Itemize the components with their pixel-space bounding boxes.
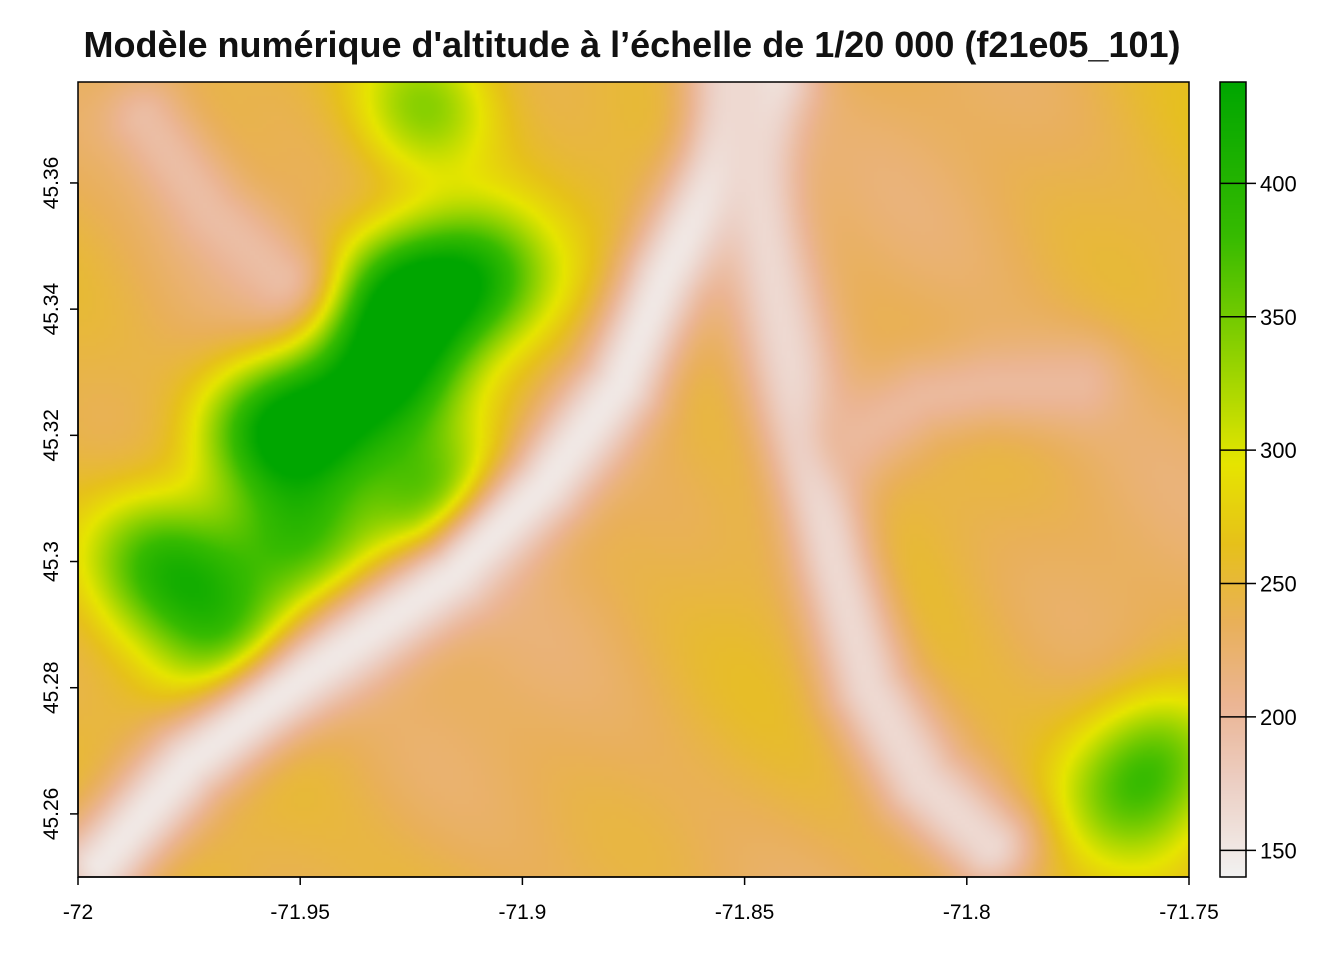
x-tick-label: -71.8 [943, 901, 991, 924]
raster-area [77, 81, 1190, 878]
x-tick-label: -71.9 [498, 901, 546, 924]
x-tick-label: -71.95 [270, 901, 330, 924]
y-tick-label: 45.32 [40, 409, 63, 462]
legend-tick-label: 150 [1260, 838, 1297, 863]
y-tick-label: 45.36 [40, 157, 63, 210]
map-title: Modèle numérique d'altitude à l’échelle … [83, 24, 1181, 65]
legend-frame [1219, 81, 1247, 878]
y-axis: 45.26 45.28 45.3 45.32 45.34 45.36 [40, 157, 79, 841]
legend-tick-label: 400 [1260, 171, 1297, 196]
legend-tick-label: 350 [1260, 305, 1297, 330]
y-tick-label: 45.34 [40, 283, 63, 336]
x-tick-label: -71.75 [1159, 901, 1219, 924]
x-tick-label: -72 [63, 901, 93, 924]
legend-color-ramp [1220, 82, 1246, 877]
elevation-raster [78, 82, 1189, 877]
y-tick-label: 45.28 [40, 661, 63, 714]
legend-tick-label: 200 [1260, 705, 1297, 730]
legend-tick-label: 250 [1260, 572, 1297, 597]
y-tick-label: 45.3 [40, 541, 63, 582]
y-tick-label: 45.26 [40, 788, 63, 841]
color-legend: 150 200 250 300 350 400 [1219, 81, 1297, 878]
x-axis: -72 -71.95 -71.9 -71.85 -71.8 -71.75 [63, 876, 1219, 924]
x-tick-label: -71.85 [715, 901, 775, 924]
legend-tick-label: 300 [1260, 438, 1297, 463]
